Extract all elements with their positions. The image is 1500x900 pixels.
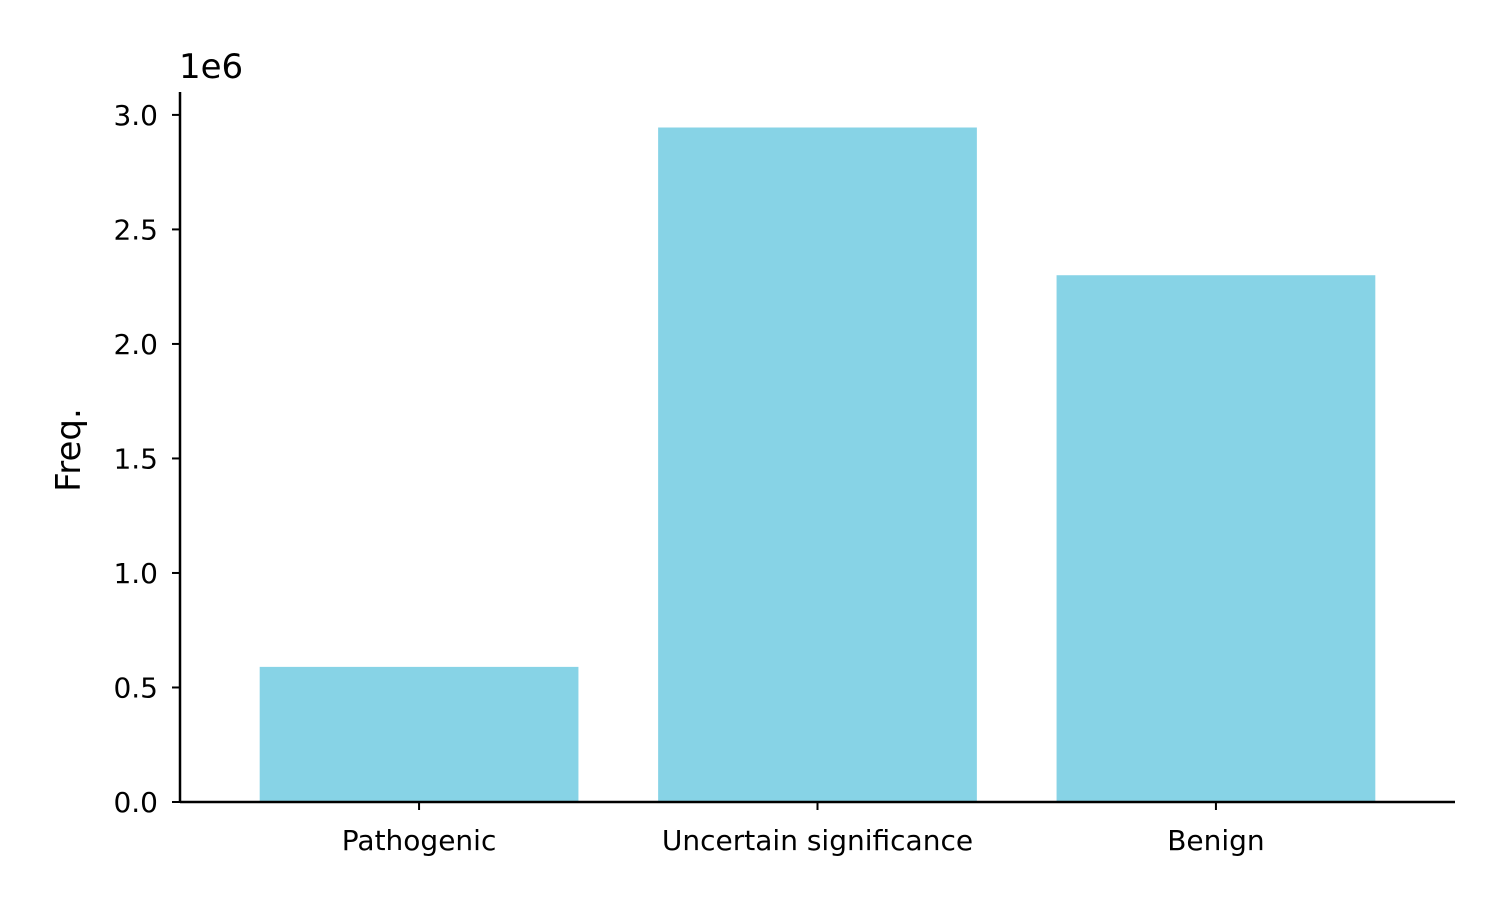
bars-group (259, 127, 1376, 802)
bar-benign (1056, 275, 1376, 802)
y-tick-label: 0.0 (113, 786, 158, 819)
x-tick-label: Pathogenic (342, 824, 497, 857)
x-axis: Pathogenic Uncertain significance Benign (180, 800, 1455, 857)
y-axis-offset-label: 1e6 (179, 47, 243, 87)
bar-uncertain-significance (658, 127, 977, 802)
y-tick-label: 1.5 (113, 442, 158, 475)
y-axis: 0.0 0.5 1.0 1.5 2.0 2.5 3.0 (113, 92, 182, 819)
y-tick-label: 1.0 (113, 557, 158, 590)
y-tick-label: 3.0 (113, 99, 158, 132)
x-tick-label: Benign (1167, 824, 1264, 857)
bar-pathogenic (259, 666, 579, 802)
y-tick-label: 2.5 (113, 213, 158, 246)
y-tick-label: 0.5 (113, 671, 158, 704)
x-tick-label: Uncertain significance (662, 824, 973, 857)
y-axis-label: Freq. (49, 408, 89, 492)
y-tick-label: 2.0 (113, 328, 158, 361)
